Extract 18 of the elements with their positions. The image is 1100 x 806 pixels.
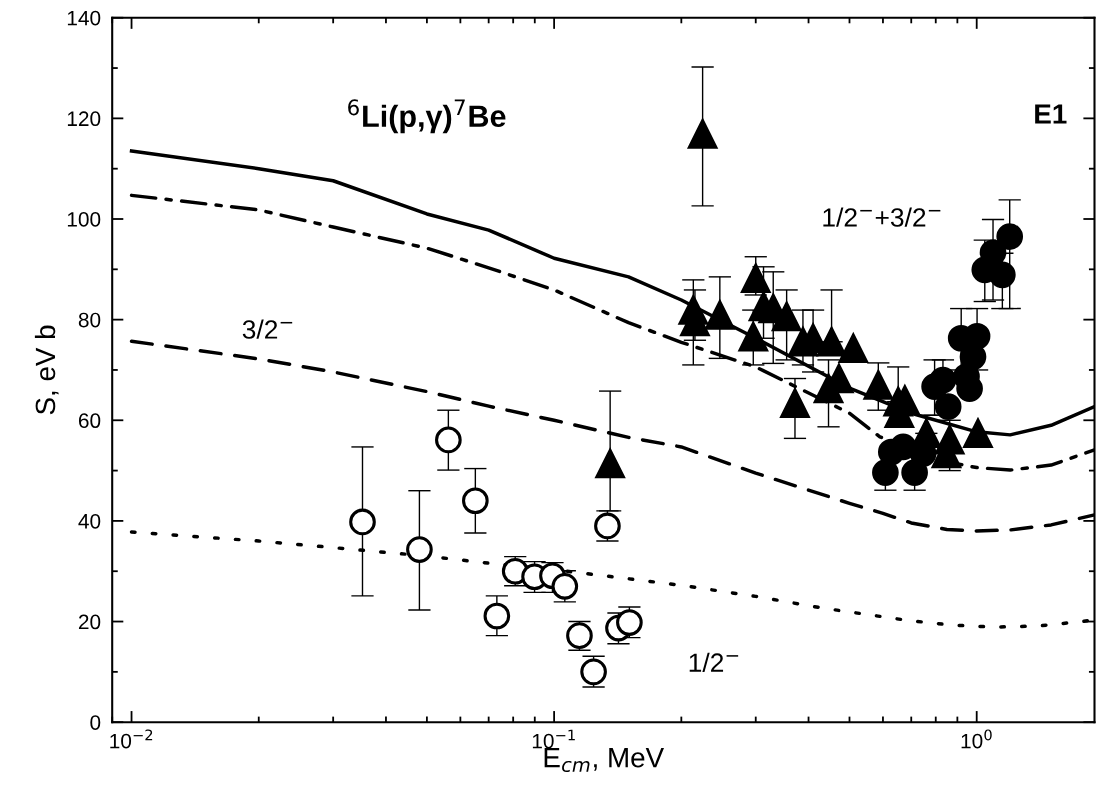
x-tick-label: 10$^{−1}$ xyxy=(532,729,575,749)
annotation: 1/2$^{−}$+3/2$^{−}$ xyxy=(823,207,941,227)
x-axis-title: E$_{cm}$, MeV xyxy=(544,748,664,773)
x-tick-label: 10$^{−2}$ xyxy=(110,729,153,749)
annotation: 3/2$^{−}$ xyxy=(242,319,293,339)
y-tick-label: 60 xyxy=(78,413,101,429)
annotation: E1 xyxy=(1035,104,1067,124)
annotation: 1/2$^{−}$ xyxy=(689,652,739,673)
y-tick-label: 40 xyxy=(78,513,101,529)
y-tick-label: 120 xyxy=(67,111,101,127)
y-axis-title: S, eV b xyxy=(34,325,59,415)
y-tick-label: 80 xyxy=(78,312,101,328)
y-tick-label: 20 xyxy=(78,614,101,630)
y-tick-label: 0 xyxy=(90,715,101,730)
x-tick-label: 10$^{0}$ xyxy=(961,729,992,749)
y-tick-label: 100 xyxy=(67,212,101,227)
text: $^{6}$Li(p,γ)$^{7}$Be xyxy=(348,99,506,134)
y-tick-label: 140 xyxy=(67,10,101,26)
